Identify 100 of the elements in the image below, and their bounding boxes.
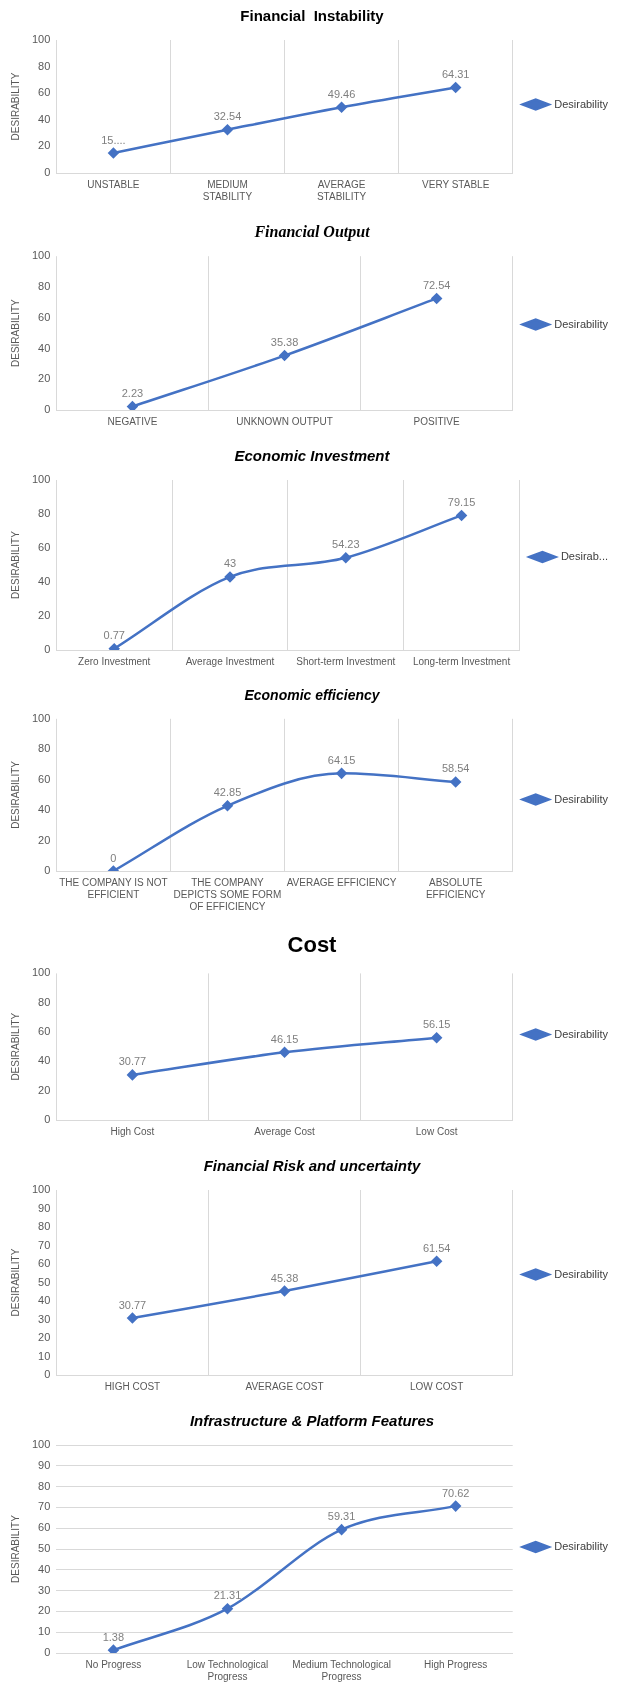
x-tick-label: Low Cost xyxy=(415,1125,458,1137)
legend-label: Desirability xyxy=(554,792,609,805)
y-tick-label: 80 xyxy=(38,59,51,72)
data-label: 54.23 xyxy=(332,538,360,551)
data-label: 61.54 xyxy=(422,1241,451,1254)
y-tick-label: 0 xyxy=(44,1646,51,1659)
point xyxy=(450,82,461,93)
y-tick-label: 60 xyxy=(38,1025,51,1038)
y-tick-label: 80 xyxy=(38,995,51,1008)
point xyxy=(431,293,442,304)
x-tick-label: NEGATIVE xyxy=(107,415,158,427)
x-tick-label: Zero Investment xyxy=(78,655,151,667)
data-label: 0 xyxy=(110,851,117,864)
data-label: 1.38 xyxy=(102,1630,125,1643)
x-tick-label: No Progress xyxy=(85,1658,142,1670)
x-tick-label: High Progress xyxy=(423,1658,488,1670)
y-tick-label: 100 xyxy=(31,249,51,262)
data-label: 58.54 xyxy=(441,762,470,775)
y-tick-label: 60 xyxy=(38,541,51,554)
point xyxy=(456,510,467,521)
y-tick-label: 40 xyxy=(38,1294,51,1307)
x-tick-label: Average Cost xyxy=(254,1125,315,1137)
x-tick-label: UNSTABLE xyxy=(87,178,140,190)
data-label: 35.38 xyxy=(270,336,299,349)
y-tick-label: 80 xyxy=(38,279,51,292)
point xyxy=(108,147,119,159)
y-tick-label: 50 xyxy=(38,1275,51,1288)
data-label: 79.15 xyxy=(447,495,476,508)
x-tick-label: POSITIVE xyxy=(413,415,461,427)
point xyxy=(222,800,233,812)
y-tick-label: 100 xyxy=(31,1438,51,1451)
y-tick-label: 60 xyxy=(38,1257,51,1270)
x-tick-label: Low Technological Progress xyxy=(186,1658,269,1682)
y-tick-label: 80 xyxy=(38,507,51,520)
point xyxy=(431,1255,442,1267)
x-tick-label: Average Investment xyxy=(185,655,275,667)
y-tick-label: 30 xyxy=(38,1583,51,1596)
data-label: 15.... xyxy=(101,133,126,146)
y-tick-label: 20 xyxy=(38,609,51,622)
legend-label: Desirability xyxy=(554,97,609,110)
data-label: 70.62 xyxy=(441,1486,470,1499)
y-tick-label: 20 xyxy=(38,139,51,152)
legend-label: Desirability xyxy=(554,1540,609,1553)
y-tick-label: 20 xyxy=(38,833,51,846)
y-axis-title: DESIRABILITY xyxy=(9,1012,21,1081)
y-tick-label: 100 xyxy=(31,966,51,979)
legend-label: Desirability xyxy=(554,1267,609,1280)
y-tick-label: 10 xyxy=(38,1625,51,1638)
point xyxy=(108,1644,119,1653)
y-tick-label: 90 xyxy=(38,1201,51,1214)
y-tick-label: 100 xyxy=(31,711,51,724)
y-tick-label: 100 xyxy=(31,473,51,486)
point xyxy=(279,1285,290,1297)
data-label: 42.85 xyxy=(213,786,242,799)
data-label: 2.23 xyxy=(121,387,144,400)
data-label: 64.15 xyxy=(327,753,356,766)
data-label: 32.54 xyxy=(213,110,242,123)
legend-label: Desirab... xyxy=(560,550,609,563)
data-label: 0.77 xyxy=(103,629,125,642)
point xyxy=(336,1524,347,1535)
x-tick-label: UNKNOWN OUTPUT xyxy=(236,415,333,427)
y-tick-label: 20 xyxy=(38,1083,51,1096)
data-label: 21.31 xyxy=(213,1589,242,1602)
y-tick-label: 100 xyxy=(31,1183,51,1196)
data-label: 49.46 xyxy=(327,87,356,100)
y-tick-label: 70 xyxy=(38,1238,51,1251)
y-tick-label: 60 xyxy=(38,1521,51,1534)
y-tick-label: 60 xyxy=(38,772,51,785)
data-label: 59.31 xyxy=(327,1510,356,1523)
y-tick-label: 20 xyxy=(38,372,51,385)
chart-title: Financial Output xyxy=(253,222,371,241)
x-tick-label: VERY STABLE xyxy=(422,178,490,190)
y-tick-label: 40 xyxy=(38,112,51,125)
point xyxy=(127,401,138,410)
chart-title: Economic efficiency xyxy=(244,687,381,704)
point xyxy=(279,1047,290,1058)
data-label: 72.54 xyxy=(422,278,451,291)
chart-title: Infrastructure & Platform Features xyxy=(189,1412,435,1430)
data-label: 64.31 xyxy=(441,68,470,80)
y-tick-label: 70 xyxy=(38,1500,51,1513)
point xyxy=(222,1603,233,1614)
point xyxy=(450,1500,461,1512)
x-tick-label: THE COMPANY DEPICTS SOME FORM OF EFFICIENCY xyxy=(173,876,282,912)
chart-title: Financial Risk and uncertainty xyxy=(203,1157,422,1175)
legend-label: Desirability xyxy=(554,1027,609,1040)
y-tick-label: 60 xyxy=(38,310,51,323)
y-tick-label: 20 xyxy=(38,1331,51,1344)
y-tick-label: 50 xyxy=(38,1542,51,1555)
y-tick-label: 10 xyxy=(38,1349,51,1362)
y-tick-label: 40 xyxy=(38,341,51,354)
y-axis-title: DESIRABILITY xyxy=(9,72,21,141)
point xyxy=(224,571,236,583)
y-axis-title: DESIRABILITY xyxy=(9,530,21,599)
x-tick-label: AVERAGE COST xyxy=(245,1380,324,1392)
data-label: 30.77 xyxy=(118,1055,147,1068)
y-tick-label: 0 xyxy=(44,166,51,179)
y-axis-title: DESIRABILITY xyxy=(9,298,21,368)
x-tick-label: HIGH COST xyxy=(104,1380,161,1392)
chart-title: Economic Investment xyxy=(234,447,391,465)
legend-label: Desirability xyxy=(554,317,609,330)
